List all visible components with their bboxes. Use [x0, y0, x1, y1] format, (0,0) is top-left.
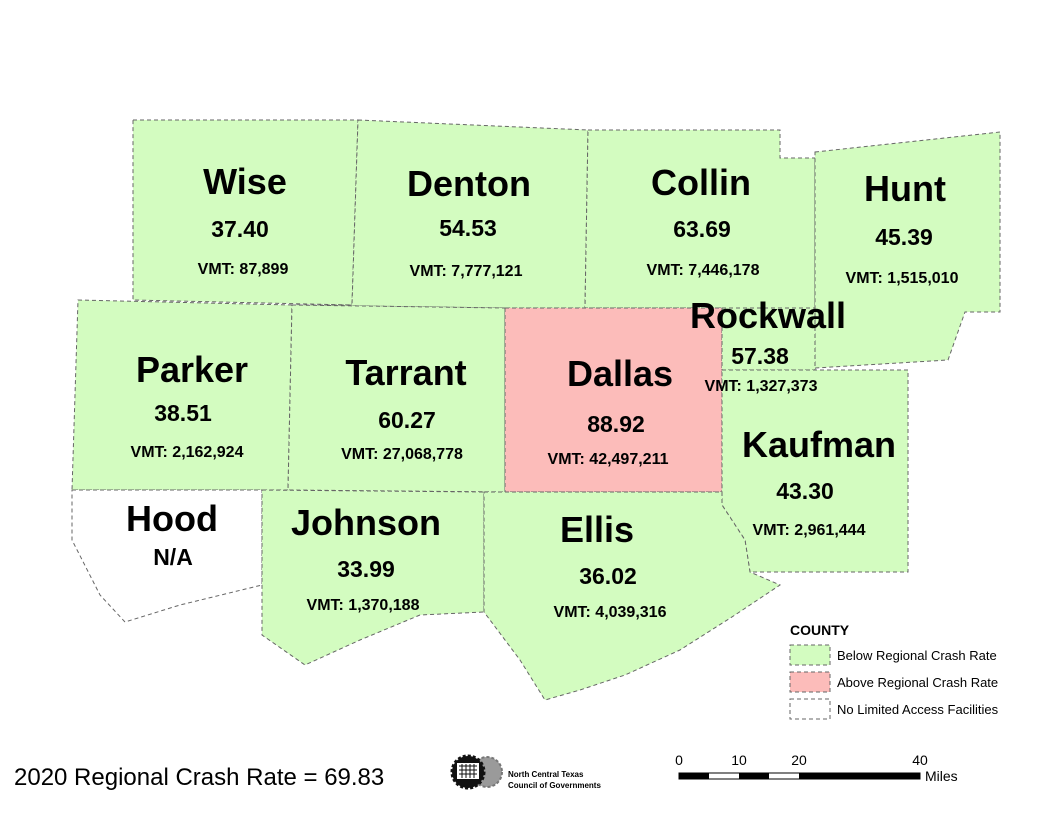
legend-swatch-above — [789, 671, 831, 693]
label-tarrant: Tarrant 60.27 VMT: 27,068,778 — [341, 352, 467, 463]
county-wise[interactable] — [132, 119, 359, 306]
scale-segment — [679, 773, 709, 779]
county-name: Dallas — [567, 353, 673, 394]
county-name: Rockwall — [690, 295, 846, 336]
label-kaufman: Kaufman 43.30 VMT: 2,961,444 — [742, 424, 896, 539]
label-dallas: Dallas 88.92 VMT: 42,497,211 — [548, 353, 674, 468]
county-ellis[interactable] — [483, 491, 782, 701]
scale-tick-40: 40 — [912, 752, 928, 768]
county-rate: N/A — [153, 544, 193, 570]
county-kaufman[interactable] — [721, 369, 909, 573]
county-vmt: VMT: 4,039,316 — [554, 604, 667, 621]
scale-tick-10: 10 — [731, 752, 747, 768]
scale-segment — [739, 773, 769, 779]
county-hunt[interactable] — [814, 131, 1001, 369]
logo-line-2: Council of Governments — [508, 781, 601, 790]
nctcog-logo: North Central Texas Council of Governmen… — [450, 754, 601, 790]
label-wise: Wise 37.40 VMT: 87,899 — [198, 161, 289, 278]
county-denton[interactable] — [291, 119, 589, 309]
county-name: Collin — [651, 162, 751, 203]
county-vmt: VMT: 87,899 — [198, 261, 289, 278]
county-vmt: VMT: 1,370,188 — [307, 597, 420, 614]
label-rockwall: Rockwall 57.38 VMT: 1,327,373 — [690, 295, 846, 395]
legend-label-above: Above Regional Crash Rate — [837, 675, 998, 690]
county-name: Kaufman — [742, 424, 896, 465]
legend-swatch-below — [789, 644, 831, 666]
county-name: Ellis — [560, 509, 634, 550]
label-ellis: Ellis 36.02 VMT: 4,039,316 — [554, 509, 667, 621]
label-hood: Hood N/A — [126, 498, 218, 570]
county-name: Denton — [407, 163, 531, 204]
county-name: Johnson — [291, 502, 441, 543]
county-vmt: VMT: 42,497,211 — [548, 451, 669, 468]
logo-line-1: North Central Texas — [508, 770, 584, 779]
county-rate: 36.02 — [579, 563, 637, 589]
legend-label-none: No Limited Access Facilities — [837, 702, 999, 717]
label-johnson: Johnson 33.99 VMT: 1,370,188 — [291, 502, 441, 614]
county-parker[interactable] — [71, 299, 293, 491]
county-rate: 33.99 — [337, 556, 395, 582]
county-name: Tarrant — [345, 352, 466, 393]
county-rate: 60.27 — [378, 407, 436, 433]
regional-crash-rate: 2020 Regional Crash Rate = 69.83 — [14, 764, 384, 791]
legend-title: COUNTY — [790, 622, 850, 638]
county-rate: 43.30 — [776, 478, 834, 504]
county-rate: 63.69 — [673, 216, 731, 242]
county-vmt: VMT: 7,777,121 — [410, 263, 523, 280]
scale-unit: Miles — [925, 768, 958, 784]
county-vmt: VMT: 2,162,924 — [131, 444, 244, 461]
county-rate: 38.51 — [154, 400, 212, 426]
county-vmt: VMT: 7,446,178 — [647, 262, 760, 279]
legend-label-below: Below Regional Crash Rate — [837, 648, 997, 663]
scale-bar: 0 10 20 40 Miles — [675, 752, 958, 784]
county-rate: 45.39 — [875, 224, 933, 250]
label-denton: Denton 54.53 VMT: 7,777,121 — [407, 163, 531, 280]
county-rate: 57.38 — [731, 343, 789, 369]
county-vmt: VMT: 1,327,373 — [705, 378, 818, 395]
county-name: Hunt — [864, 168, 946, 209]
label-hunt: Hunt 45.39 VMT: 1,515,010 — [846, 168, 959, 287]
county-name: Parker — [136, 349, 248, 390]
county-vmt: VMT: 1,515,010 — [846, 270, 959, 287]
county-name: Hood — [126, 498, 218, 539]
scale-tick-0: 0 — [675, 752, 683, 768]
scale-segment — [799, 773, 920, 779]
county-vmt: VMT: 27,068,778 — [341, 446, 463, 463]
county-vmt: VMT: 2,961,444 — [753, 522, 866, 539]
county-name: Wise — [203, 161, 287, 202]
label-parker: Parker 38.51 VMT: 2,162,924 — [131, 349, 249, 461]
county-tarrant[interactable] — [287, 304, 506, 493]
county-rate: 54.53 — [439, 215, 497, 241]
legend-swatch-none — [789, 698, 831, 720]
label-collin: Collin 63.69 VMT: 7,446,178 — [647, 162, 760, 279]
scale-tick-20: 20 — [791, 752, 807, 768]
gear-icon — [450, 754, 503, 790]
legend: COUNTY Below Regional Crash Rate Above R… — [789, 622, 999, 720]
county-rate: 37.40 — [211, 216, 269, 242]
county-rate: 88.92 — [587, 411, 645, 437]
